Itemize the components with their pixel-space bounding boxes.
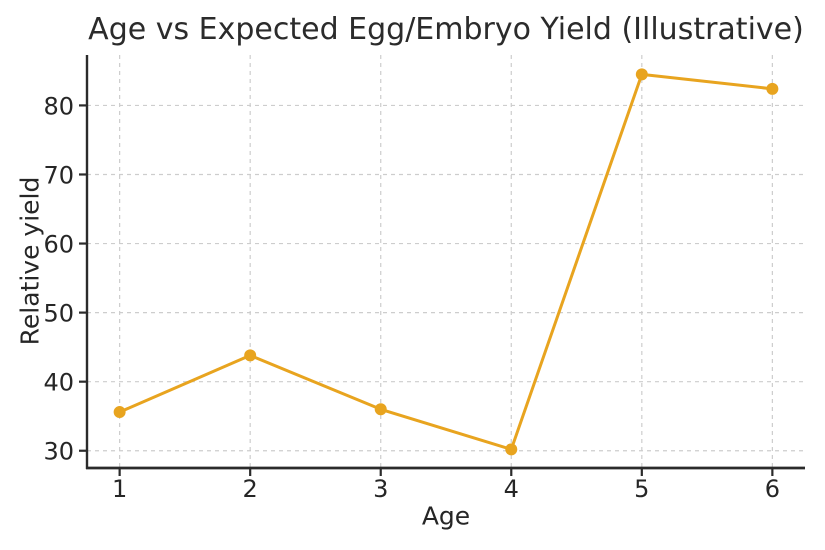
data-point: [244, 349, 257, 362]
data-point: [766, 82, 779, 95]
data-point: [635, 68, 648, 81]
x-tick-label: 6: [765, 475, 780, 503]
data-line: [118, 72, 774, 451]
y-tick-label: 60: [43, 231, 74, 259]
x-tick-label: 1: [112, 475, 127, 503]
data-point: [374, 403, 387, 416]
x-tick-label: 2: [243, 475, 258, 503]
x-tick-label: 4: [504, 475, 519, 503]
x-tick-label: 5: [634, 475, 649, 503]
y-tick-label: 70: [43, 161, 74, 189]
x-tick-label: 3: [373, 475, 388, 503]
chart-title: Age vs Expected Egg/Embryo Yield (Illust…: [88, 12, 804, 47]
y-tick-label: 50: [43, 300, 74, 328]
data-point: [505, 443, 518, 456]
y-tick-label: 40: [43, 369, 74, 397]
y-tick-label: 80: [43, 92, 74, 120]
y-tick-label: 30: [43, 438, 74, 466]
x-axis-label: Age: [421, 501, 471, 531]
data-point: [113, 406, 126, 419]
